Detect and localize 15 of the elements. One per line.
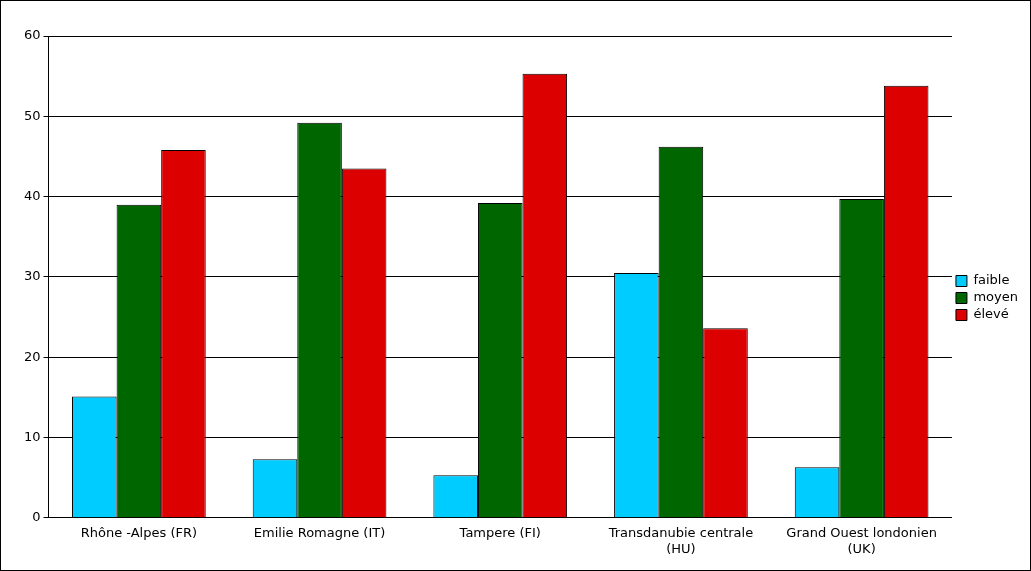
legend-label: moyen bbox=[973, 289, 1019, 305]
y-tick-label: 40 bbox=[24, 187, 41, 203]
y-tick-label: 60 bbox=[24, 27, 41, 43]
y-tick-label: 0 bbox=[32, 509, 41, 525]
x-tick-label: Transdanubie centrale (HU) bbox=[607, 524, 754, 556]
x-tick-label: Emilie Romagne (IT) bbox=[253, 524, 386, 540]
x-tick-label: Grand Ouest londonien (UK) bbox=[786, 524, 937, 556]
y-tick-label: 20 bbox=[24, 348, 41, 364]
x-tick-label: Tampere (FI) bbox=[458, 524, 541, 540]
y-tick-label: 10 bbox=[24, 428, 41, 444]
x-tick-label: Rhône -Alpes (FR) bbox=[80, 524, 198, 540]
legend-label: élevé bbox=[973, 306, 1009, 322]
y-tick-label: 50 bbox=[24, 107, 41, 123]
y-tick-label: 30 bbox=[24, 268, 41, 284]
legend-label: faible bbox=[973, 272, 1010, 288]
